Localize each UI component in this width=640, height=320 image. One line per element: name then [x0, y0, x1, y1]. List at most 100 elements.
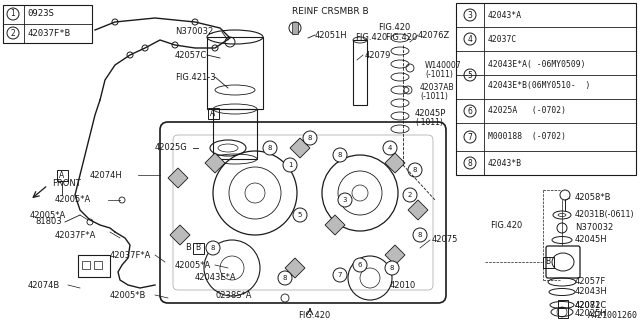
Polygon shape: [290, 138, 310, 158]
Text: M000188  (-0702): M000188 (-0702): [488, 132, 566, 141]
Bar: [543, 257, 554, 268]
Text: 42057F: 42057F: [575, 277, 606, 286]
Polygon shape: [385, 153, 405, 173]
Text: FIG.420: FIG.420: [490, 220, 522, 229]
Bar: [353, 40, 367, 105]
Bar: [207, 108, 218, 118]
Text: 3: 3: [343, 197, 348, 203]
Text: 42075: 42075: [432, 236, 458, 244]
Text: 42051H: 42051H: [315, 30, 348, 39]
Circle shape: [383, 141, 397, 155]
Bar: [82, 261, 90, 269]
Polygon shape: [168, 168, 188, 188]
Circle shape: [263, 141, 277, 155]
Text: 42043E*A: 42043E*A: [195, 274, 237, 283]
Text: 0923S: 0923S: [27, 10, 54, 19]
Text: REINF CRSMBR B: REINF CRSMBR B: [292, 7, 369, 17]
Text: 42043*A: 42043*A: [488, 11, 522, 20]
Text: B: B: [185, 244, 191, 252]
Text: 42031B(-0611): 42031B(-0611): [575, 211, 635, 220]
Bar: [78, 255, 110, 277]
Text: N370032: N370032: [575, 223, 613, 233]
Text: 8: 8: [268, 145, 272, 151]
Text: 7: 7: [338, 272, 342, 278]
Text: FIG.420: FIG.420: [378, 23, 410, 33]
Bar: [193, 243, 204, 253]
Text: 8: 8: [390, 265, 394, 271]
Text: 42074H: 42074H: [90, 171, 123, 180]
Text: 8: 8: [418, 232, 422, 238]
Text: 42010: 42010: [390, 281, 416, 290]
Text: 42025A   (-0702): 42025A (-0702): [488, 107, 566, 116]
Polygon shape: [170, 225, 190, 245]
Text: 42037AB: 42037AB: [420, 83, 454, 92]
Text: 42005*A: 42005*A: [175, 260, 211, 269]
Text: 42043E*A( -06MY0509): 42043E*A( -06MY0509): [488, 60, 586, 69]
Text: 8: 8: [338, 152, 342, 158]
Circle shape: [385, 261, 399, 275]
Bar: [94, 261, 102, 269]
Text: 5: 5: [298, 212, 302, 218]
Circle shape: [408, 163, 422, 177]
Circle shape: [293, 208, 307, 222]
Polygon shape: [285, 258, 305, 278]
Circle shape: [333, 148, 347, 162]
Text: 42005*B: 42005*B: [110, 291, 147, 300]
Text: 8: 8: [468, 158, 472, 167]
Bar: [213, 109, 257, 159]
Bar: [456, 3, 636, 175]
Text: 2: 2: [11, 28, 15, 37]
Text: (-1011): (-1011): [415, 117, 443, 126]
Text: 1: 1: [288, 162, 292, 168]
Text: A: A: [211, 108, 216, 117]
Text: 42043*B: 42043*B: [488, 158, 522, 167]
Text: B: B: [195, 244, 200, 252]
Text: 42072: 42072: [575, 300, 602, 309]
Text: 6: 6: [468, 107, 472, 116]
Circle shape: [403, 188, 417, 202]
Text: 7: 7: [468, 132, 472, 141]
Text: FIG.421-3: FIG.421-3: [175, 73, 216, 82]
Text: 42081C: 42081C: [575, 301, 607, 310]
Text: N370032: N370032: [175, 28, 213, 36]
Text: 42043H: 42043H: [575, 287, 608, 297]
Text: FIG.420: FIG.420: [385, 34, 417, 43]
Polygon shape: [408, 200, 428, 220]
Bar: [3, 5, 92, 43]
Text: 5: 5: [468, 70, 472, 79]
Bar: [56, 170, 67, 180]
Text: 42076Z: 42076Z: [418, 30, 451, 39]
Text: 42079: 42079: [365, 51, 392, 60]
Text: 8: 8: [413, 167, 417, 173]
Circle shape: [206, 241, 220, 255]
Text: 42005*A: 42005*A: [55, 196, 92, 204]
Text: 42037F*B: 42037F*B: [27, 28, 70, 37]
Circle shape: [333, 268, 347, 282]
Text: 42025G: 42025G: [155, 143, 188, 153]
Polygon shape: [205, 153, 225, 173]
Circle shape: [338, 193, 352, 207]
Text: 42043E*B(06MY0510-  ): 42043E*B(06MY0510- ): [488, 81, 590, 90]
Text: B: B: [545, 258, 550, 267]
Text: 8: 8: [211, 245, 215, 251]
Text: W140007: W140007: [425, 60, 461, 69]
Text: 3: 3: [468, 11, 472, 20]
Text: A: A: [60, 171, 65, 180]
Text: 42045H: 42045H: [575, 236, 607, 244]
Text: (-1011): (-1011): [425, 70, 453, 79]
Text: (-1011): (-1011): [420, 92, 448, 101]
Text: 1: 1: [11, 10, 15, 19]
Text: FRONT: FRONT: [52, 179, 81, 188]
Text: 42074B: 42074B: [28, 281, 60, 290]
Text: 42058*B: 42058*B: [575, 194, 611, 203]
Text: 42057C: 42057C: [175, 51, 207, 60]
Text: 4: 4: [388, 145, 392, 151]
Bar: [207, 37, 263, 109]
Text: 42037F*A: 42037F*A: [110, 251, 152, 260]
Text: 42037C: 42037C: [488, 35, 517, 44]
Circle shape: [413, 228, 427, 242]
Text: 6: 6: [358, 262, 362, 268]
Text: 4: 4: [468, 35, 472, 44]
Text: 8: 8: [283, 275, 287, 281]
Circle shape: [278, 271, 292, 285]
